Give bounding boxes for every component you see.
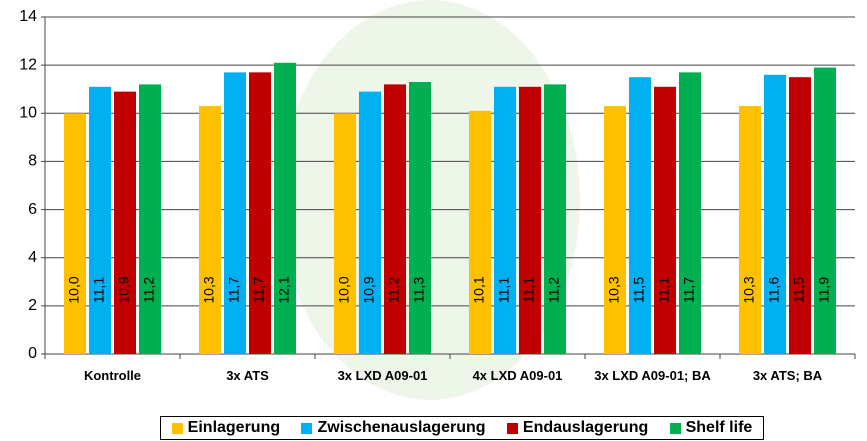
bar [519, 87, 541, 354]
bar [789, 77, 811, 354]
value-label: 10,3 [606, 276, 622, 303]
bar [814, 68, 836, 354]
bar [494, 87, 516, 354]
legend-label: Endauslagerung [523, 419, 648, 437]
value-label: 12,1 [276, 276, 292, 303]
bar [604, 106, 626, 354]
value-label: 10,0 [336, 276, 352, 303]
y-tick-label: 14 [19, 8, 37, 25]
x-tick-label: 3x LXD A09-01 [324, 368, 442, 384]
value-label: 11,1 [656, 277, 672, 303]
y-tick-label: 4 [28, 249, 37, 266]
legend-label: Zwischenauslagerung [317, 419, 485, 437]
value-label: 10,9 [361, 276, 377, 303]
bar [274, 63, 296, 354]
bar [629, 77, 651, 354]
value-label: 10,9 [116, 276, 132, 303]
legend: Einlagerung Zwischenauslagerung Endauslage… [160, 416, 764, 440]
bar [739, 106, 761, 354]
x-tick-label: 3x ATS; BA [729, 368, 847, 384]
bar [544, 84, 566, 354]
bar [139, 84, 161, 354]
value-label: 11,9 [816, 277, 832, 303]
value-label: 11,1 [91, 277, 107, 303]
bar [679, 72, 701, 354]
legend-swatch [670, 423, 681, 434]
value-label: 11,2 [386, 277, 402, 303]
value-label: 10,0 [66, 276, 82, 303]
bar [64, 113, 86, 354]
bar [764, 75, 786, 354]
value-label: 11,2 [546, 277, 562, 303]
bar [384, 84, 406, 354]
legend-label: Einlagerung [188, 419, 280, 437]
value-label: 11,5 [791, 277, 807, 303]
value-label: 11,5 [631, 277, 647, 303]
legend-item: Endauslagerung [507, 419, 648, 437]
bar [409, 82, 431, 354]
y-tick-label: 2 [28, 297, 37, 314]
legend-item: Shelf life [670, 419, 753, 437]
value-label: 11,3 [411, 277, 427, 303]
value-label: 11,7 [681, 277, 697, 303]
bar [114, 92, 136, 354]
bar [89, 87, 111, 354]
x-tick-label: 3x ATS [189, 368, 307, 384]
bar [199, 106, 221, 354]
y-tick-label: 10 [19, 105, 37, 122]
value-label: 11,7 [226, 277, 242, 303]
value-label: 10,3 [201, 276, 217, 303]
value-label: 10,3 [741, 276, 757, 303]
value-label: 10,1 [471, 276, 487, 303]
x-tick-label: Kontrolle [54, 368, 172, 384]
legend-swatch [301, 423, 312, 434]
bar [654, 87, 676, 354]
bar [334, 113, 356, 354]
legend-swatch [172, 423, 183, 434]
legend-item: Einlagerung [172, 419, 280, 437]
y-tick-label: 6 [28, 201, 37, 218]
x-tick-label: 3x LXD A09-01; BA [594, 368, 712, 384]
chart: 0 2 4 6 8 10 12 14 10,0 11,1 10,9 11,2 10,3 11,7 11,7 1… [0, 0, 867, 441]
y-tick-label: 8 [28, 153, 37, 170]
value-label: 11,7 [251, 277, 267, 303]
y-tick-label: 0 [28, 345, 37, 362]
value-label: 11,1 [496, 277, 512, 303]
bar [224, 72, 246, 354]
x-tick-label: 4x LXD A09-01 [459, 368, 577, 384]
bar [249, 72, 271, 354]
value-label: 11,1 [521, 277, 537, 303]
legend-item: Zwischenauslagerung [301, 419, 485, 437]
bar [359, 92, 381, 354]
value-label: 11,2 [141, 277, 157, 303]
value-label: 11,6 [766, 277, 782, 303]
legend-label: Shelf life [686, 419, 753, 437]
legend-swatch [507, 423, 518, 434]
y-tick-label: 12 [19, 56, 37, 73]
bar [469, 111, 491, 354]
